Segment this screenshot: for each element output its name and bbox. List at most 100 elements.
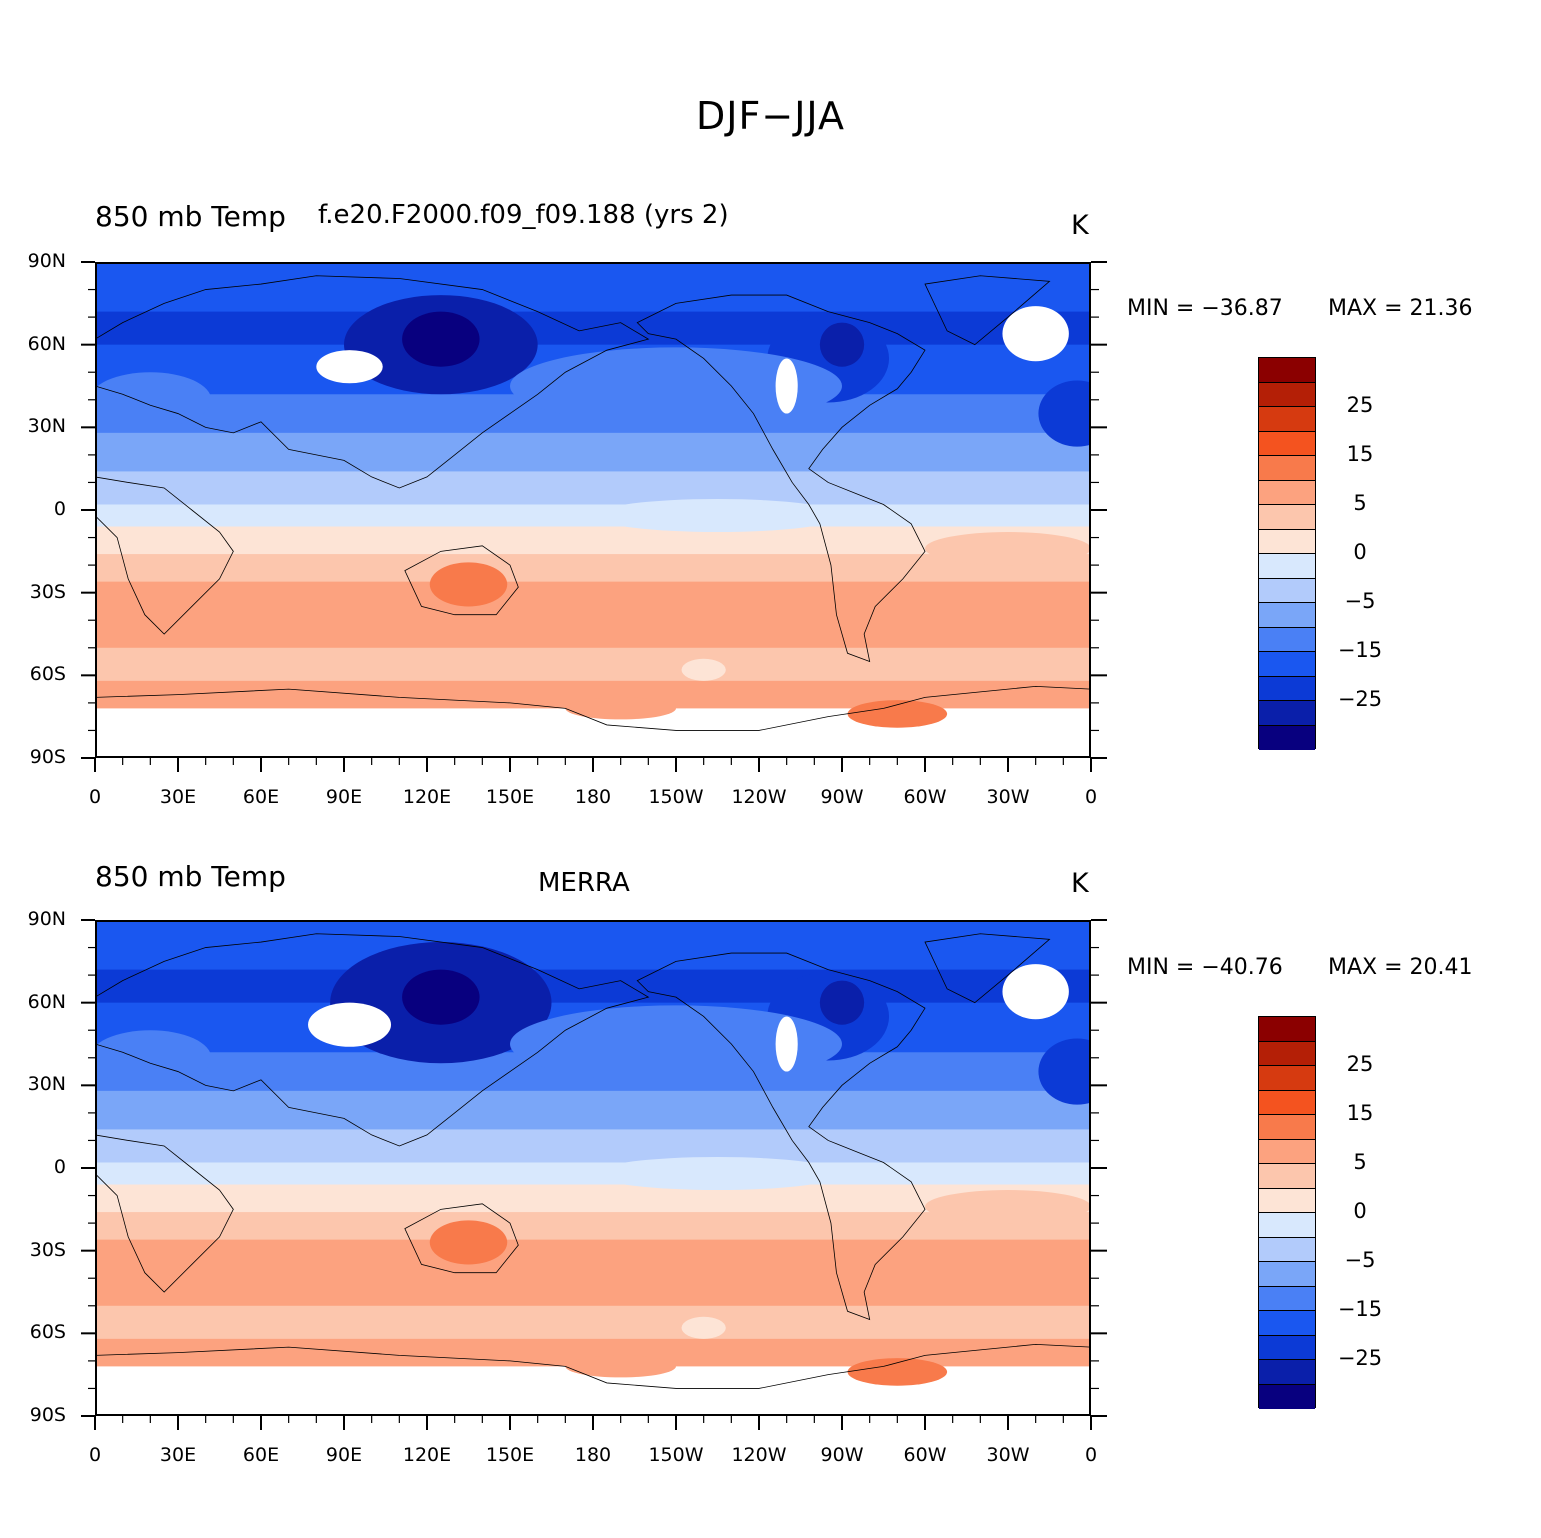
temperature-band xyxy=(95,432,1091,473)
temperature-region xyxy=(308,1002,392,1047)
lat-tick-label: 30S xyxy=(29,1238,66,1261)
colorbar-label: −25 xyxy=(1337,687,1383,711)
temperature-region xyxy=(681,1316,726,1339)
coastline xyxy=(95,477,233,634)
lon-tick-label: 90W xyxy=(820,786,864,808)
coastline xyxy=(95,276,648,488)
panel2-units: K xyxy=(1071,868,1089,899)
temperature-region xyxy=(510,347,842,425)
panel2-map xyxy=(95,920,1091,1416)
lat-tick-label: 60S xyxy=(29,663,66,686)
colorbar-bin xyxy=(1259,725,1315,750)
lon-tick-label: 30W xyxy=(986,1444,1030,1466)
colorbar-bin xyxy=(1259,505,1315,530)
lat-tick-marks xyxy=(81,919,95,1417)
colorbar-label: 0 xyxy=(1353,540,1367,564)
panel1-min-label: MIN = −36.87 xyxy=(1127,296,1283,321)
colorbar-label: −25 xyxy=(1337,1346,1383,1370)
panel2-left-title: 850 mb Temp xyxy=(95,860,286,893)
temperature-region xyxy=(95,372,212,428)
colorbar-bin xyxy=(1259,1066,1315,1091)
temperature-band xyxy=(95,1090,1091,1131)
lon-tick-label: 150W xyxy=(648,786,704,808)
colorbar-bin xyxy=(1259,1188,1315,1213)
colorbar-bin xyxy=(1259,1164,1315,1189)
panel2-colorbar xyxy=(1258,1016,1316,1409)
coastline xyxy=(95,1344,1091,1388)
colorbar-bin xyxy=(1259,603,1315,628)
coastline xyxy=(925,934,1050,1003)
lon-tick-label: 0 xyxy=(1084,1444,1098,1466)
temperature-band xyxy=(95,262,1091,313)
temperature-region xyxy=(565,697,676,720)
colorbar-bin xyxy=(1259,1237,1315,1262)
colorbar-bin xyxy=(1259,1262,1315,1287)
temperature-region xyxy=(775,358,798,414)
colorbar-bin xyxy=(1259,676,1315,701)
panel1-colorbar xyxy=(1258,357,1316,750)
lat-tick-label: 30N xyxy=(27,415,66,438)
temperature-region xyxy=(681,658,726,681)
temperature-region xyxy=(95,1030,212,1086)
coastline xyxy=(95,934,648,1146)
lat-tick-label: 60S xyxy=(29,1321,66,1344)
lon-tick-label: 0 xyxy=(1084,786,1098,808)
lat-tick-label: 90N xyxy=(27,250,66,272)
colorbar-bin xyxy=(1259,431,1315,456)
lon-tick-label: 60W xyxy=(903,1444,947,1466)
colorbar-bin xyxy=(1259,1041,1315,1066)
lon-tick-label: 90E xyxy=(325,786,363,808)
temperature-region xyxy=(593,1156,842,1191)
colorbar-bin xyxy=(1259,480,1315,505)
colorbar-bin xyxy=(1259,1017,1315,1042)
temperature-band xyxy=(95,504,1091,528)
lat-tick-label: 90S xyxy=(29,1404,66,1426)
colorbar-bin xyxy=(1259,382,1315,407)
colorbar-bin xyxy=(1259,456,1315,481)
lon-tick-label: 60E xyxy=(242,1444,280,1466)
lon-tick-label: 120W xyxy=(731,786,787,808)
coastline xyxy=(405,1204,518,1273)
temperature-band xyxy=(95,554,1091,584)
lon-tick-label: 150E xyxy=(485,1444,535,1466)
lon-tick-label: 120E xyxy=(402,786,452,808)
lon-tick-label: 30E xyxy=(159,1444,197,1466)
coastline xyxy=(95,1135,233,1292)
colorbar-label: 5 xyxy=(1353,1150,1367,1174)
temperature-band xyxy=(95,1212,1091,1242)
colorbar-bin xyxy=(1259,627,1315,652)
colorbar-label: −15 xyxy=(1337,1297,1383,1321)
temperature-region xyxy=(429,1220,508,1265)
lat-tick-label: 90S xyxy=(29,746,66,768)
lat-tick-marks-right xyxy=(1091,261,1107,759)
panel2-min-label: MIN = −40.76 xyxy=(1127,955,1283,980)
temperature-region xyxy=(847,1358,948,1386)
temperature-band xyxy=(95,471,1091,506)
lon-tick-label: 60E xyxy=(242,786,280,808)
lon-tick-label: 120E xyxy=(402,1444,452,1466)
panel2-map-frame xyxy=(95,920,1091,1416)
lat-tick-label: 60N xyxy=(27,332,66,355)
temperature-band xyxy=(95,1162,1091,1186)
colorbar-bin xyxy=(1259,1090,1315,1115)
temperature-band xyxy=(95,1129,1091,1164)
temperature-region xyxy=(1002,964,1069,1020)
temperature-band xyxy=(95,1239,1091,1308)
colorbar-bin xyxy=(1259,529,1315,554)
colorbar-bin xyxy=(1259,1311,1315,1336)
lon-tick-label: 30W xyxy=(986,786,1030,808)
colorbar-bin xyxy=(1259,578,1315,603)
temperature-region xyxy=(819,322,865,367)
colorbar-bin xyxy=(1259,358,1315,383)
lon-tick-label: 180 xyxy=(574,1444,612,1466)
lat-tick-label: 30S xyxy=(29,580,66,603)
lon-tick-label: 180 xyxy=(574,786,612,808)
lat-tick-label: 30N xyxy=(27,1073,66,1096)
panel1-units: K xyxy=(1071,210,1089,241)
colorbar-bin xyxy=(1259,1286,1315,1311)
lon-tick-label: 120W xyxy=(731,1444,787,1466)
temperature-region xyxy=(925,532,1091,566)
temperature-band xyxy=(95,1305,1091,1341)
temperature-region xyxy=(510,1005,842,1083)
